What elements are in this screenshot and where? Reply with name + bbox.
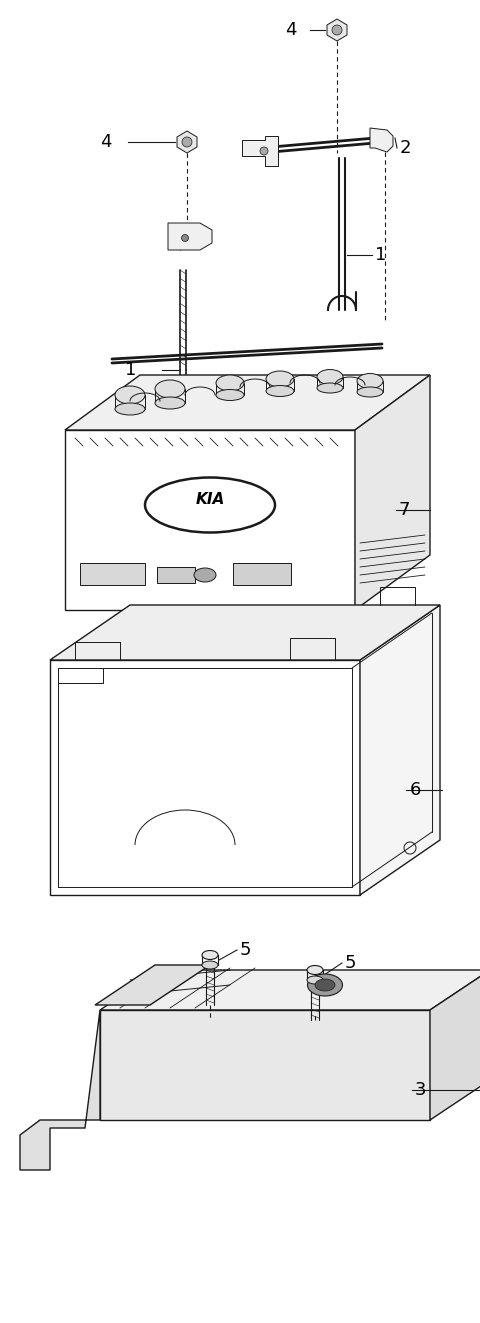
Text: KIA: KIA — [195, 492, 225, 508]
Text: 2: 2 — [400, 139, 411, 157]
Ellipse shape — [216, 389, 244, 401]
Bar — [157, 568, 195, 583]
Ellipse shape — [194, 568, 216, 582]
Ellipse shape — [317, 369, 343, 385]
Ellipse shape — [115, 404, 145, 415]
Circle shape — [181, 234, 189, 242]
Ellipse shape — [202, 950, 218, 959]
Bar — [233, 564, 291, 585]
Text: 4: 4 — [285, 21, 297, 38]
Ellipse shape — [357, 373, 383, 389]
Polygon shape — [95, 964, 210, 1005]
Polygon shape — [65, 374, 430, 430]
Text: 6: 6 — [410, 781, 421, 799]
Ellipse shape — [315, 979, 335, 991]
Polygon shape — [168, 224, 212, 250]
Ellipse shape — [155, 380, 185, 398]
Polygon shape — [50, 605, 440, 660]
Ellipse shape — [145, 478, 275, 532]
Text: 5: 5 — [240, 941, 252, 959]
Ellipse shape — [308, 974, 343, 996]
Bar — [80, 564, 145, 585]
Polygon shape — [50, 660, 360, 894]
Circle shape — [260, 147, 268, 155]
Ellipse shape — [202, 960, 218, 968]
Polygon shape — [100, 970, 480, 1009]
Circle shape — [332, 25, 342, 34]
Circle shape — [182, 138, 192, 147]
Polygon shape — [360, 605, 440, 894]
Polygon shape — [100, 1009, 430, 1121]
Polygon shape — [242, 136, 278, 165]
Text: 1: 1 — [125, 361, 136, 378]
Text: 7: 7 — [398, 501, 409, 519]
Polygon shape — [370, 128, 393, 152]
Ellipse shape — [266, 385, 294, 397]
Text: 5: 5 — [345, 954, 357, 972]
Text: 4: 4 — [100, 134, 111, 151]
Ellipse shape — [155, 397, 185, 409]
Ellipse shape — [216, 374, 244, 392]
Ellipse shape — [317, 382, 343, 393]
Text: 1: 1 — [375, 246, 386, 265]
Text: 3: 3 — [415, 1081, 427, 1099]
Ellipse shape — [357, 388, 383, 397]
Polygon shape — [355, 374, 430, 610]
Polygon shape — [177, 131, 197, 153]
Ellipse shape — [115, 386, 145, 404]
Polygon shape — [65, 430, 355, 610]
Ellipse shape — [307, 976, 323, 984]
Ellipse shape — [266, 370, 294, 388]
Polygon shape — [327, 19, 347, 41]
Ellipse shape — [307, 966, 323, 975]
Polygon shape — [430, 970, 480, 1121]
Polygon shape — [20, 1009, 100, 1170]
